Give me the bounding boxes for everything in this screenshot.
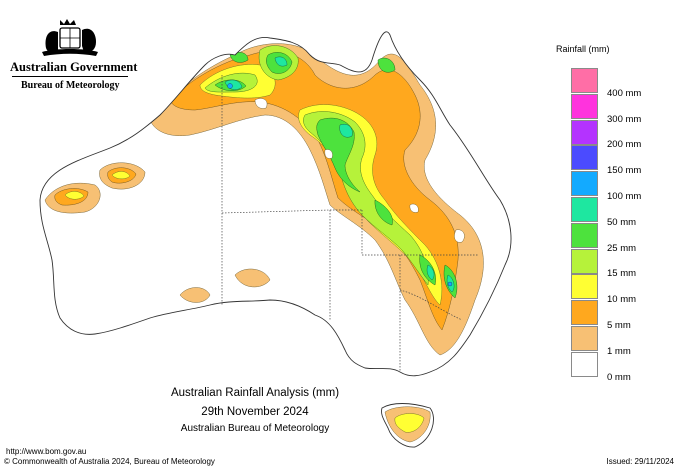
legend-swatch (571, 351, 598, 377)
legend-swatch (571, 274, 598, 300)
legend-label: 100 mm (607, 191, 642, 202)
legend-swatch (571, 326, 598, 351)
legend-label: 5 mm (607, 320, 631, 331)
legend-swatch (571, 222, 598, 248)
legend-swatch (571, 93, 598, 119)
legend-label: 400 mm (607, 87, 642, 99)
legend-swatch (571, 68, 598, 93)
legend-label: 300 mm (607, 113, 642, 125)
copyright-text: © Commonwealth of Australia 2024, Bureau… (4, 457, 215, 466)
legend-label: 1 mm (607, 345, 631, 357)
legend-swatch (571, 248, 598, 274)
state-borders (221, 75, 478, 372)
legend-label: 15 mm (607, 268, 637, 280)
map-date: 29th November 2024 (201, 406, 309, 418)
government-name: Australian Government (10, 60, 138, 74)
legend-title: Rainfall (mm) (556, 44, 610, 54)
legend-swatch (571, 300, 598, 326)
legend-swatch (571, 119, 598, 145)
legend-label: 50 mm (607, 216, 637, 228)
header-divider (12, 76, 128, 77)
legend-label: 150 mm (607, 165, 642, 177)
map-title: Australian Rainfall Analysis (mm) (170, 387, 340, 399)
legend-swatch (571, 171, 598, 197)
agency-name: Bureau of Meteorology (21, 80, 120, 91)
legend-label: 10 mm (607, 294, 637, 306)
issued-date: Issued: 29/11/2024 (606, 457, 674, 466)
australia-coastline (39, 31, 512, 448)
website-link[interactable]: http://www.bom.gov.au (6, 447, 87, 456)
legend-label: 200 mm (607, 139, 642, 151)
map-source: Australian Bureau of Meteorology (180, 423, 330, 434)
legend-swatch (571, 145, 598, 171)
coat-of-arms-icon (42, 19, 98, 56)
legend-label: 0 mm (607, 371, 631, 383)
legend-swatch (571, 197, 598, 222)
legend-label: 25 mm (607, 242, 637, 254)
